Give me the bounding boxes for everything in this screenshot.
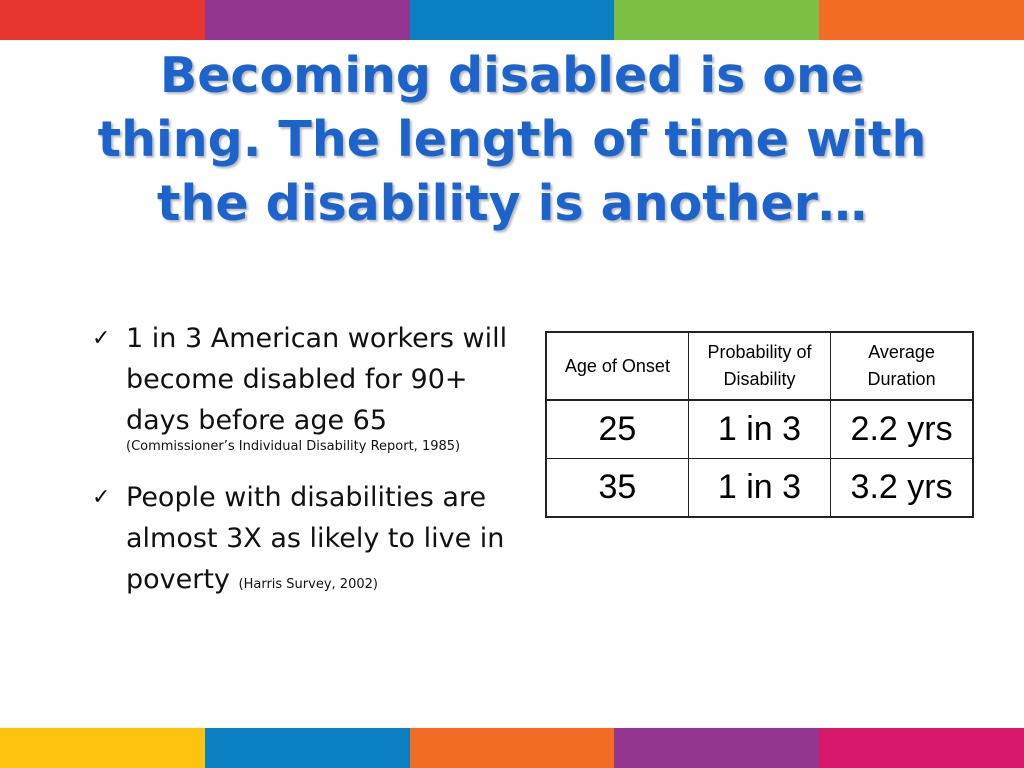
cell-probability: 1 in 3 [687, 458, 832, 518]
header-average-duration: Average Duration [830, 331, 974, 401]
table-row: 35 1 in 3 3.2 yrs [545, 458, 974, 518]
cell-duration: 2.2 yrs [830, 399, 974, 459]
bullet-text: People with disabilities are almost 3X a… [126, 482, 505, 595]
top-stripe-4 [614, 0, 820, 40]
top-stripe-5 [819, 0, 1024, 40]
bullet-list: ✓ 1 in 3 American workers will become di… [90, 318, 530, 625]
bottom-color-stripes [0, 728, 1024, 768]
table-row: 25 1 in 3 2.2 yrs [545, 399, 974, 459]
header-probability: Probability of Disability [687, 331, 832, 401]
top-stripe-2 [204, 0, 410, 40]
cell-age: 25 [545, 399, 689, 459]
bullet-source: (Harris Survey, 2002) [238, 577, 378, 592]
bottom-stripe-4 [614, 728, 820, 768]
header-age-of-onset: Age of Onset [545, 331, 689, 401]
top-color-stripes [0, 0, 1024, 40]
top-stripe-3 [409, 0, 615, 40]
bottom-stripe-3 [409, 728, 615, 768]
cell-duration: 3.2 yrs [830, 458, 974, 518]
slide-title: Becoming disabled is one thing. The leng… [97, 47, 927, 232]
bottom-stripe-1 [0, 728, 205, 768]
checkmark-icon: ✓ [92, 326, 111, 351]
bottom-stripe-5 [819, 728, 1024, 768]
top-stripe-1 [0, 0, 205, 40]
checkmark-icon: ✓ [92, 485, 111, 510]
bullet-source: (Commissioner’s Individual Disability Re… [126, 439, 461, 454]
bullet-text: 1 in 3 American workers will become disa… [126, 323, 508, 436]
table-header-row: Age of Onset Probability of Disability A… [545, 331, 974, 401]
cell-probability: 1 in 3 [687, 399, 832, 459]
bottom-stripe-2 [204, 728, 410, 768]
bullet-item-poverty: ✓ People with disabilities are almost 3X… [90, 477, 530, 605]
bullet-item-workers: ✓ 1 in 3 American workers will become di… [90, 318, 530, 457]
cell-age: 35 [545, 458, 689, 518]
disability-duration-table: Age of Onset Probability of Disability A… [545, 331, 974, 518]
